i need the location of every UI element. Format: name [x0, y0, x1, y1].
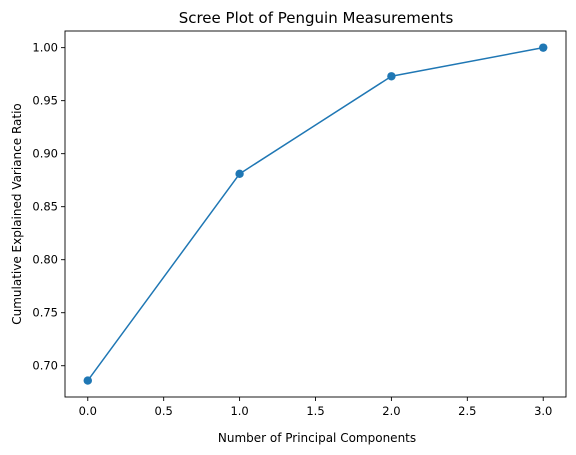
series-line [87, 46, 544, 382]
x-tick-label: 0.0 [79, 404, 97, 418]
data-point [235, 169, 244, 179]
chart-title: Scree Plot of Penguin Measurements [179, 9, 454, 27]
y-tick-label: 0.85 [32, 200, 58, 214]
y-tick-label: 1.00 [32, 41, 58, 55]
data-point [387, 72, 396, 81]
x-axis-label: Number of Principal Components [218, 431, 416, 445]
y-tick-label: 0.95 [32, 94, 58, 108]
x-tick-label: 3.0 [534, 404, 552, 418]
axis-ticks: 0.0 0.5 1.0 1.5 2.0 2.5 3.0 0.70 0.75 0.80 0.85 0.9… [32, 41, 552, 418]
x-tick-label: 1.0 [230, 404, 248, 418]
x-tick-label: 1.5 [306, 404, 324, 418]
y-axis-label: Cumulative Explained Variance Ratio [10, 103, 24, 325]
x-tick-label: 0.5 [155, 404, 173, 418]
x-tick-label: 2.0 [382, 404, 400, 418]
y-tick-label: 0.75 [32, 306, 58, 320]
x-tick-label: 2.5 [458, 404, 476, 418]
y-tick-label: 0.70 [32, 359, 58, 373]
data-point [539, 43, 548, 52]
y-tick-label: 0.90 [32, 147, 58, 161]
y-tick-label: 0.80 [32, 253, 58, 267]
data-point [83, 376, 92, 385]
